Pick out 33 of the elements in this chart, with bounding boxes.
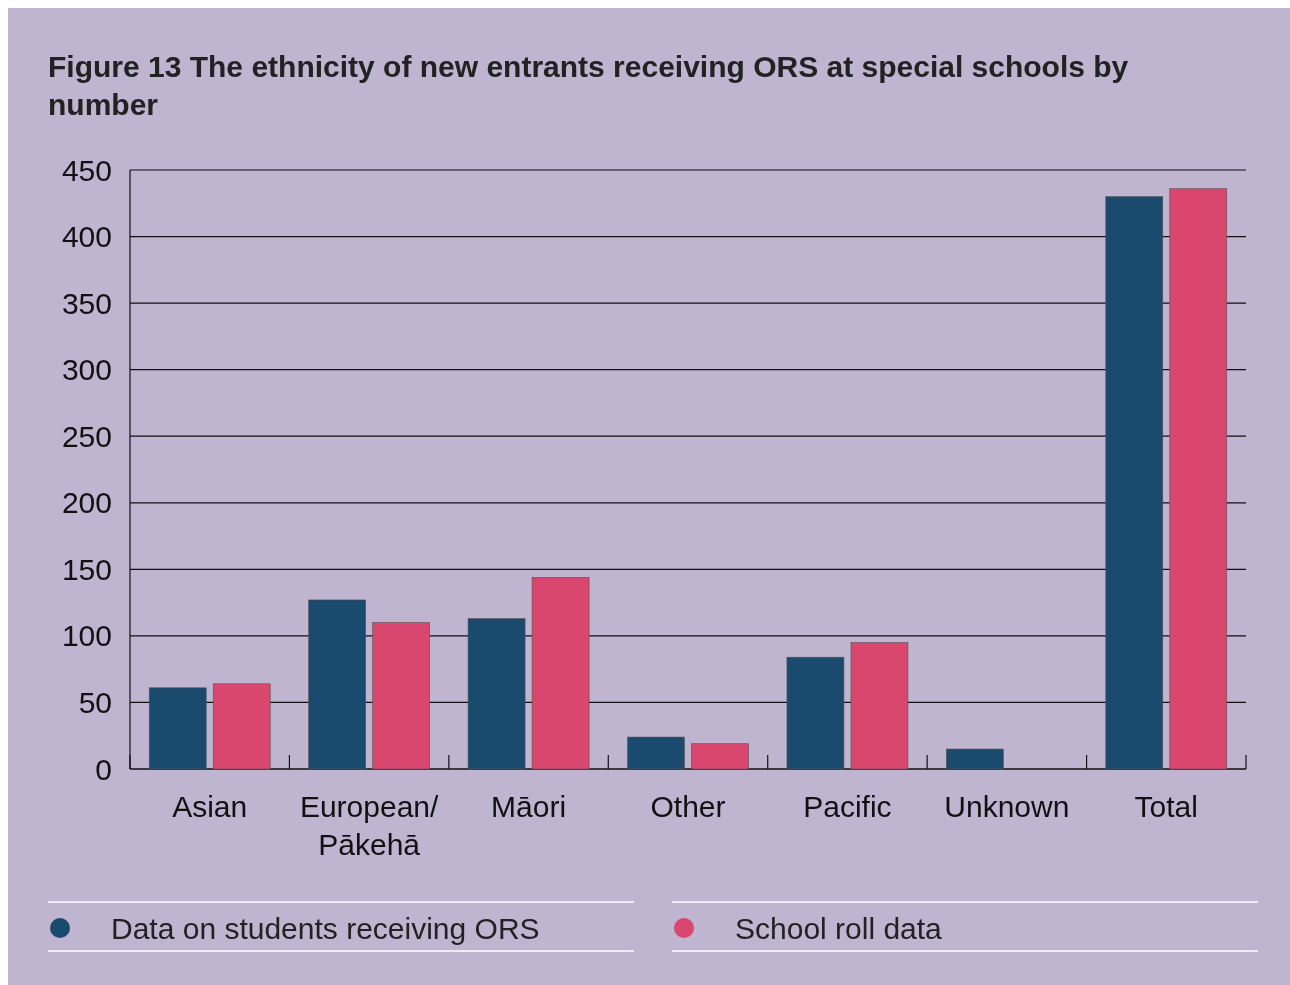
bar (946, 748, 1004, 770)
bar (627, 736, 685, 770)
y-tick-label: 150 (61, 552, 112, 586)
bar (850, 642, 909, 770)
x-tick-label: Total (1134, 790, 1198, 823)
y-tick-label: 450 (61, 153, 112, 187)
x-tick-label: Pacific (803, 790, 892, 823)
x-tick-label: Asian (172, 790, 248, 823)
bar (148, 687, 207, 770)
chart-title: Figure 13 The ethnicity of new entrants receiving ORS at special schools by number (48, 49, 1130, 123)
bar (308, 599, 366, 770)
bar (531, 577, 590, 770)
x-tick-label: European/ Pākehā (299, 790, 440, 861)
y-tick-label: 400 (61, 220, 112, 254)
y-tick-label: 300 (61, 353, 112, 387)
bar (372, 622, 430, 770)
bar (691, 743, 749, 770)
bar (467, 618, 526, 770)
bar (212, 683, 271, 770)
y-tick-label: 50 (78, 685, 112, 719)
bar (1169, 188, 1228, 770)
y-tick-label: 100 (61, 619, 112, 653)
x-tick-label: Other (650, 790, 726, 823)
bar (786, 656, 845, 770)
bar (1105, 196, 1164, 770)
y-tick-label: 200 (61, 486, 112, 520)
x-tick-label: Māori (491, 790, 567, 823)
legend-label: Data on students receiving ORS (111, 911, 540, 945)
y-tick-label: 250 (61, 419, 112, 453)
y-tick-label: 350 (61, 286, 112, 320)
legend-label: School roll data (735, 911, 943, 945)
x-tick-label: Unknown (944, 790, 1070, 823)
y-tick-label: 0 (95, 752, 112, 786)
